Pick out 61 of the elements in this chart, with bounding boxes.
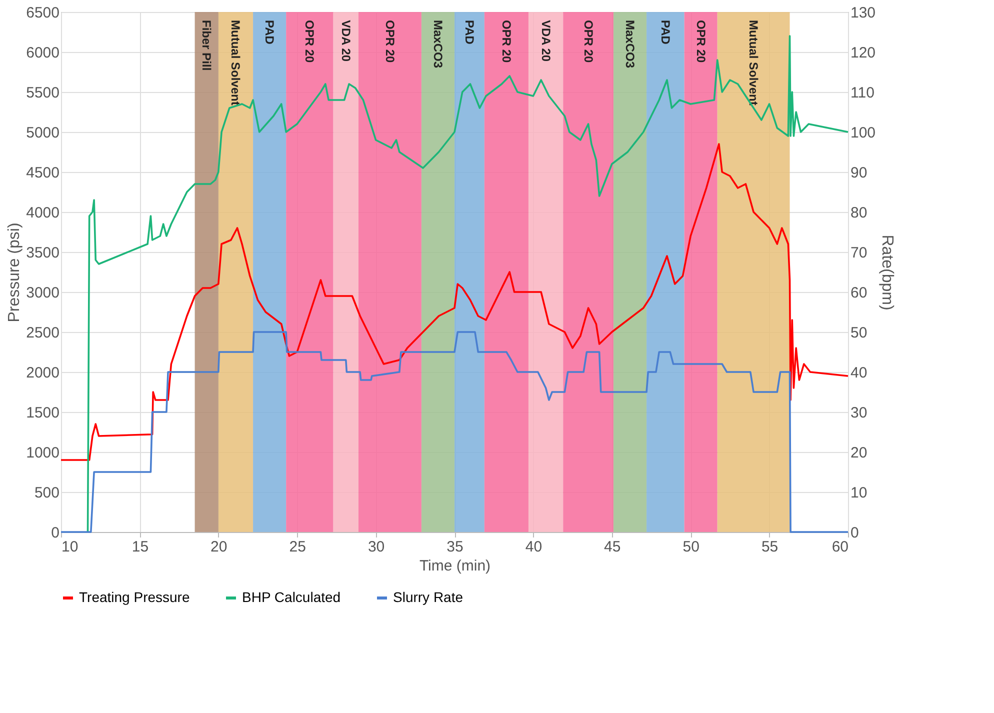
y-axis-title: Pressure (psi) [6,222,24,322]
band-label: PAD [262,20,277,45]
x-tick-label: 60 [832,538,848,556]
legend-label: BHP Calculated [242,589,341,605]
y2-tick-label: 40 [850,364,868,382]
band-label: Mutual Solvent [746,20,761,106]
y2-tick-label: 0 [850,524,859,542]
y2-tick-label: 60 [850,284,868,302]
band-label: OPR 20 [694,20,708,64]
y-tick-label: 2000 [26,364,60,382]
band-label: OPR 20 [302,20,317,64]
x-tick-label: 50 [682,538,700,556]
y-tick-label: 5000 [26,124,60,142]
x-tick-label: 25 [289,538,306,556]
y2-tick-label: 20 [850,444,868,462]
x-tick-label: 55 [761,538,778,556]
y2-tick-label: 110 [850,84,874,102]
y-tick-label: 3500 [26,244,60,262]
y-tick-label: 0 [51,524,60,542]
band-label: VDA 20 [338,20,353,62]
band-label: MaxCO3 [623,20,637,68]
y-tick-label: 500 [34,484,60,502]
y-tick-label: 5500 [26,84,60,102]
x-tick-label: 10 [62,538,78,556]
band-label: Mutual Solvent [228,20,243,106]
y2-tick-label: 90 [850,164,868,182]
band-label: VDA 20 [538,20,553,62]
y2-tick-label: 70 [850,244,868,262]
y-tick-label: 6500 [26,4,60,22]
band-label: OPR 20 [499,20,514,64]
y2-tick-label: 100 [850,124,876,142]
x-tick-label: 35 [446,538,464,556]
band-label: Fiber Pill [200,20,214,71]
line-series [60,143,849,461]
x-axis-title: Time (min) [419,558,491,574]
x-tick-label: 15 [132,538,149,556]
y2-tick-label: 80 [850,204,868,222]
band-label: PAD [462,20,476,45]
x-tick-label: 45 [604,538,621,556]
y-tick-label: 6000 [26,44,60,62]
y-tick-label: 4500 [26,164,60,182]
y-tick-label: 3000 [26,284,60,302]
band-label: OPR 20 [581,20,596,64]
band-label: OPR 20 [382,20,397,64]
y2-axis-title: Rate(bpm) [878,234,896,310]
x-tick-label: 30 [368,538,385,556]
y2-tick-label: 30 [850,404,868,422]
y2-tick-label: 130 [850,4,876,22]
legend-label: Slurry Rate [393,589,464,605]
y2-tick-label: 10 [850,484,868,502]
y2-tick-label: 120 [850,44,876,62]
y-tick-label: 1000 [26,444,60,462]
x-tick-label: 20 [210,538,228,556]
y-tick-label: 2500 [26,324,60,342]
legend-label: Treating Pressure [79,589,190,605]
y-tick-label: 4000 [26,204,60,222]
y2-tick-label: 50 [850,324,868,342]
x-tick-label: 40 [525,538,542,556]
band-label: PAD [658,20,672,45]
band-label: MaxCO3 [430,20,445,68]
y-tick-label: 1500 [26,404,60,422]
